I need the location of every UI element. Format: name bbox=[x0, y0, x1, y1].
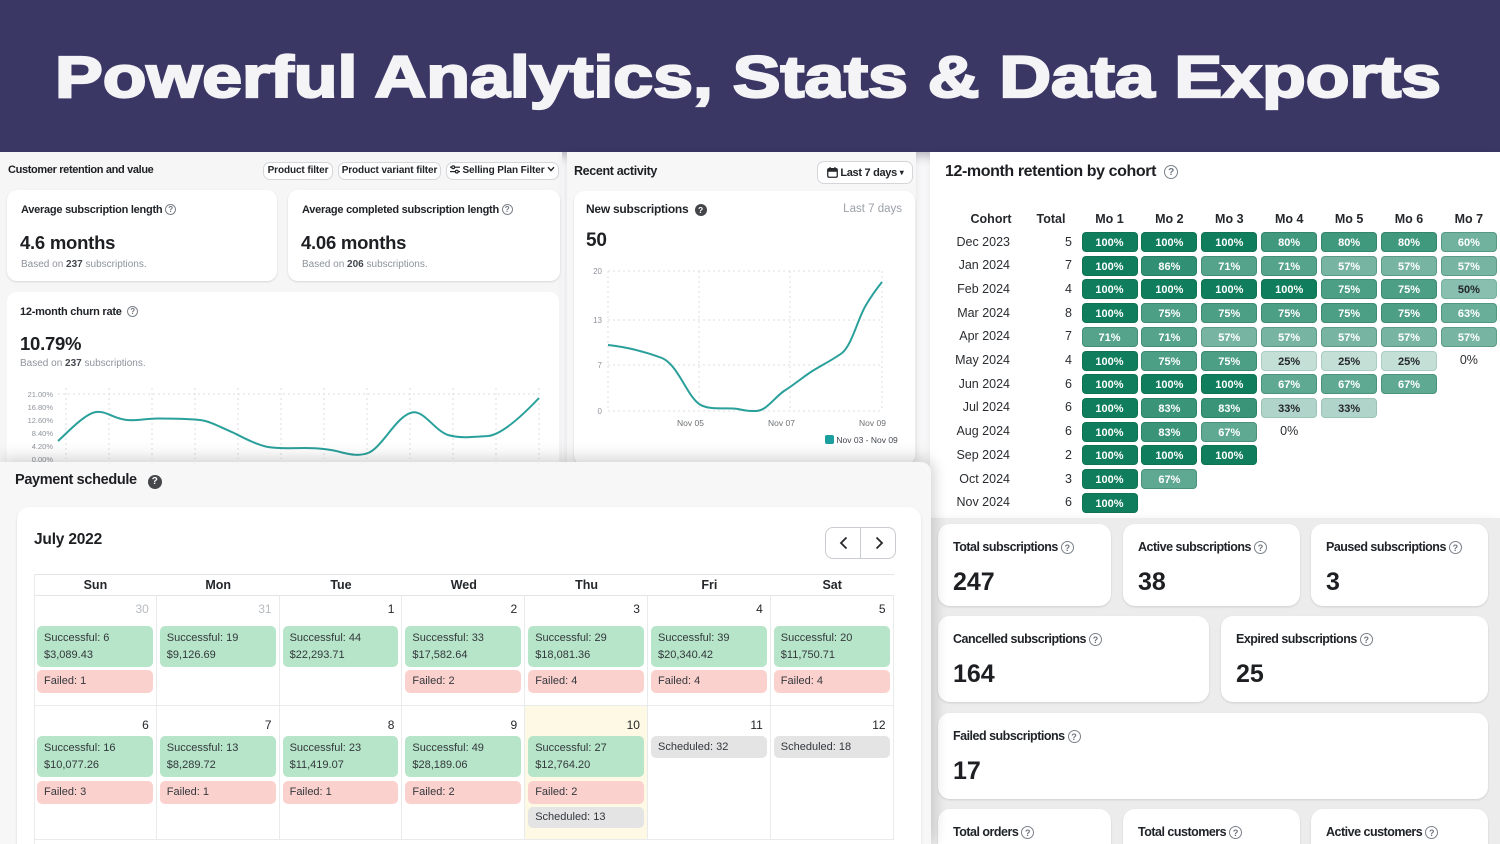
svg-text:20: 20 bbox=[593, 267, 602, 276]
svg-text:21.00%: 21.00% bbox=[28, 390, 54, 399]
svg-text:7: 7 bbox=[598, 361, 603, 370]
svg-text:8.40%: 8.40% bbox=[32, 429, 54, 438]
svg-text:0: 0 bbox=[598, 407, 603, 416]
svg-text:12.60%: 12.60% bbox=[28, 416, 54, 425]
svg-text:16.80%: 16.80% bbox=[28, 403, 54, 412]
svg-text:13: 13 bbox=[593, 316, 602, 325]
svg-text:4.20%: 4.20% bbox=[32, 442, 54, 451]
svg-text:0.00%: 0.00% bbox=[32, 455, 54, 464]
